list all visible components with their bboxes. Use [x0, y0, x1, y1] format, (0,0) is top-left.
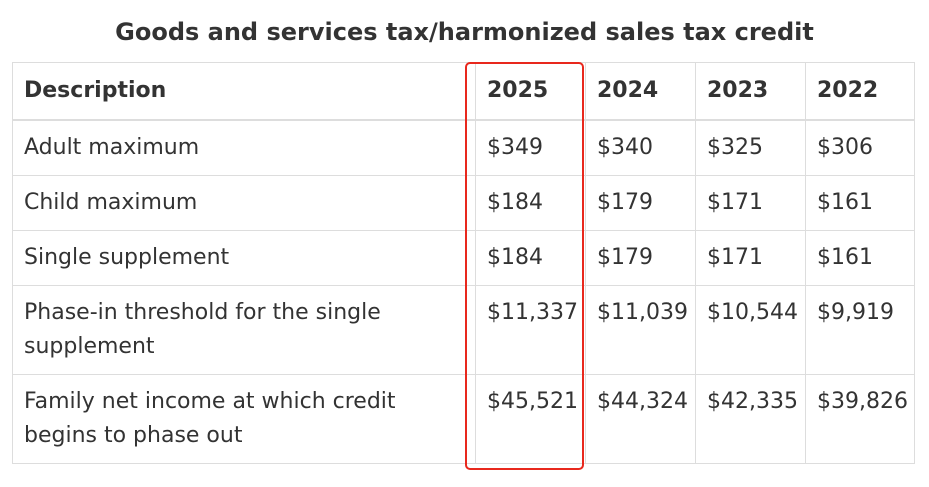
gst-credit-table: Description 2025 2024 2023 2022 Adult ma… — [12, 62, 915, 464]
cell-2023: $10,544 — [695, 285, 806, 375]
cell-2024: $340 — [585, 119, 696, 176]
cell-2024: $179 — [585, 230, 696, 286]
cell-2022: $9,919 — [805, 285, 915, 375]
cell-2025: $11,337 — [475, 285, 586, 375]
table-row: Child maximum $184 $179 $171 $161 — [12, 175, 915, 231]
cell-2022: $39,826 — [805, 374, 915, 464]
cell-2025: $184 — [475, 230, 586, 286]
cell-2024: $179 — [585, 175, 696, 231]
table-row: Adult maximum $349 $340 $325 $306 — [12, 119, 915, 176]
cell-2025: $45,521 — [475, 374, 586, 464]
cell-2022: $161 — [805, 230, 915, 286]
cell-2024: $11,039 — [585, 285, 696, 375]
cell-2023: $171 — [695, 230, 806, 286]
header-description: Description — [12, 62, 476, 121]
cell-2023: $42,335 — [695, 374, 806, 464]
header-2023: 2023 — [695, 62, 806, 121]
row-description: Adult maximum — [12, 119, 476, 176]
row-description: Child maximum — [12, 175, 476, 231]
table-row: Phase-in threshold for the single supple… — [12, 285, 915, 375]
cell-2024: $44,324 — [585, 374, 696, 464]
cell-2025: $184 — [475, 175, 586, 231]
cell-2023: $171 — [695, 175, 806, 231]
cell-2025: $349 — [475, 119, 586, 176]
table-row: Family net income at which credit begins… — [12, 374, 915, 464]
header-2022: 2022 — [805, 62, 915, 121]
table-title: Goods and services tax/harmonized sales … — [115, 18, 814, 46]
header-2025: 2025 — [475, 62, 586, 121]
cell-2022: $161 — [805, 175, 915, 231]
header-2024: 2024 — [585, 62, 696, 121]
row-description: Phase-in threshold for the single supple… — [12, 285, 476, 375]
table-header-row: Description 2025 2024 2023 2022 — [12, 62, 915, 121]
cell-2023: $325 — [695, 119, 806, 176]
row-description: Family net income at which credit begins… — [12, 374, 476, 464]
table-row: Single supplement $184 $179 $171 $161 — [12, 230, 915, 286]
row-description: Single supplement — [12, 230, 476, 286]
cell-2022: $306 — [805, 119, 915, 176]
